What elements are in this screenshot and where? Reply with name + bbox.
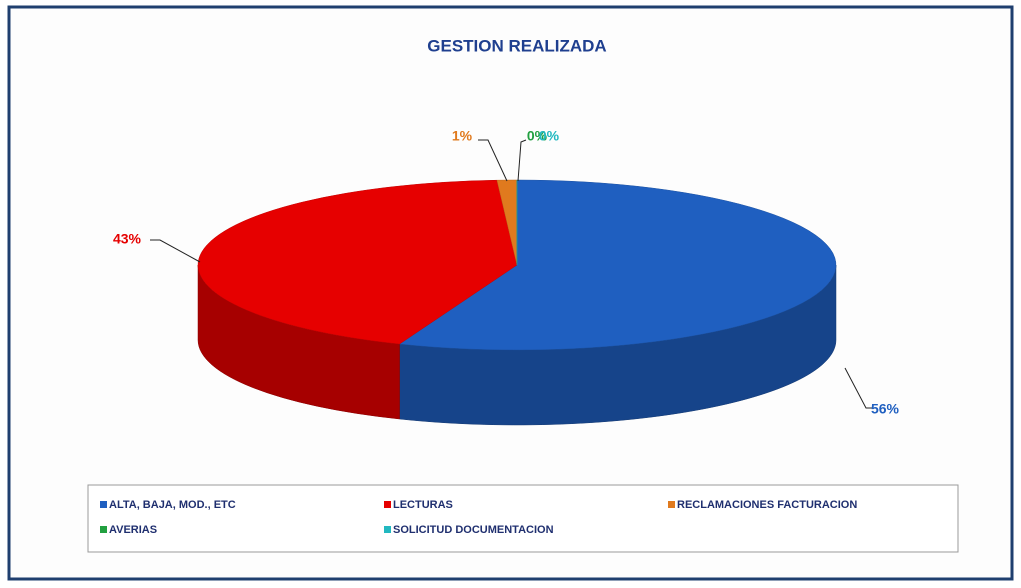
- legend-label: ALTA, BAJA, MOD., ETC: [109, 499, 236, 511]
- legend-swatch: [668, 501, 675, 508]
- data-label: 1%: [452, 128, 473, 144]
- legend-swatch: [384, 501, 391, 508]
- data-label: 43%: [113, 231, 142, 247]
- legend-label: AVERIAS: [109, 524, 157, 536]
- data-label: 0%: [527, 128, 548, 144]
- data-label: 0%: [539, 128, 560, 144]
- legend-label: SOLICITUD DOCUMENTACION: [393, 524, 554, 536]
- slice: [398, 179, 837, 351]
- data-label: 56%: [871, 401, 900, 417]
- legend-swatch: [384, 526, 391, 533]
- legend-box: [87, 484, 959, 553]
- slice: [197, 179, 518, 345]
- leader-line: [844, 367, 872, 409]
- legend-label: RECLAMACIONES FACTURACION: [677, 499, 857, 511]
- legend-swatch: [100, 501, 107, 508]
- leader-line: [478, 139, 508, 182]
- legend-label: LECTURAS: [393, 499, 453, 511]
- leader-line: [150, 239, 201, 263]
- legend-swatch: [100, 526, 107, 533]
- leader-line: [517, 139, 527, 182]
- chart-title: GESTION REALIZADA: [427, 36, 606, 55]
